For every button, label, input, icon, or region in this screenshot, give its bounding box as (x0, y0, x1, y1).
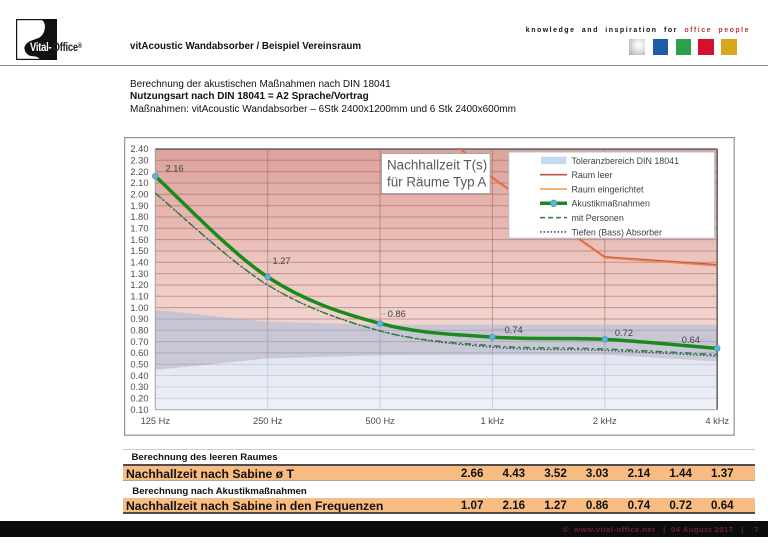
svg-text:0.20: 0.20 (130, 394, 148, 404)
svg-text:0.80: 0.80 (130, 326, 148, 336)
svg-text:1.20: 1.20 (130, 280, 148, 290)
svg-text:1.90: 1.90 (130, 201, 148, 211)
svg-text:4 kHz: 4 kHz (705, 416, 729, 426)
svg-text:1.70: 1.70 (130, 224, 148, 234)
svg-text:mit Personen: mit Personen (572, 213, 624, 223)
svg-text:0.90: 0.90 (130, 314, 148, 324)
svg-text:2.30: 2.30 (130, 156, 148, 166)
svg-text:500 Hz: 500 Hz (365, 416, 395, 426)
svg-text:0.50: 0.50 (130, 360, 148, 370)
svg-text:Tiefen (Bass) Absorber: Tiefen (Bass) Absorber (572, 227, 662, 237)
svg-text:0.86: 0.86 (388, 309, 406, 319)
svg-text:2.10: 2.10 (130, 178, 148, 188)
svg-text:2.00: 2.00 (130, 190, 148, 200)
svg-text:Raum eingerichtet: Raum eingerichtet (572, 184, 645, 194)
svg-text:2.40: 2.40 (130, 144, 148, 154)
svg-text:Akustikmaßnahmen: Akustikmaßnahmen (572, 199, 650, 209)
svg-text:Toleranzbereich DIN 18041: Toleranzbereich DIN 18041 (572, 156, 680, 166)
svg-text:2 kHz: 2 kHz (593, 416, 617, 426)
svg-text:1.80: 1.80 (130, 212, 148, 222)
svg-text:2.16: 2.16 (166, 163, 184, 173)
svg-text:0.74: 0.74 (505, 325, 523, 335)
svg-text:1.27: 1.27 (273, 256, 291, 266)
svg-text:125 Hz: 125 Hz (141, 416, 171, 426)
svg-text:1.30: 1.30 (130, 269, 148, 279)
svg-text:0.30: 0.30 (130, 382, 148, 392)
svg-text:1 kHz: 1 kHz (481, 416, 505, 426)
svg-text:Nachhallzeit T(s): Nachhallzeit T(s) (387, 158, 487, 173)
svg-text:0.70: 0.70 (130, 337, 148, 347)
svg-text:2.20: 2.20 (130, 167, 148, 177)
svg-text:0.40: 0.40 (130, 371, 148, 381)
svg-text:1.50: 1.50 (130, 246, 148, 256)
svg-text:250 Hz: 250 Hz (253, 416, 283, 426)
svg-text:0.72: 0.72 (615, 328, 633, 338)
svg-text:0.64: 0.64 (682, 335, 700, 345)
svg-text:1.60: 1.60 (130, 235, 148, 245)
svg-text:Raum leer: Raum leer (572, 170, 613, 180)
svg-text:1.10: 1.10 (130, 292, 148, 302)
svg-text:0.60: 0.60 (130, 348, 148, 358)
svg-text:0.10: 0.10 (130, 405, 148, 415)
svg-text:für Räume Typ A: für Räume Typ A (387, 175, 487, 190)
svg-text:1.40: 1.40 (130, 258, 148, 268)
svg-text:1.00: 1.00 (130, 303, 148, 313)
